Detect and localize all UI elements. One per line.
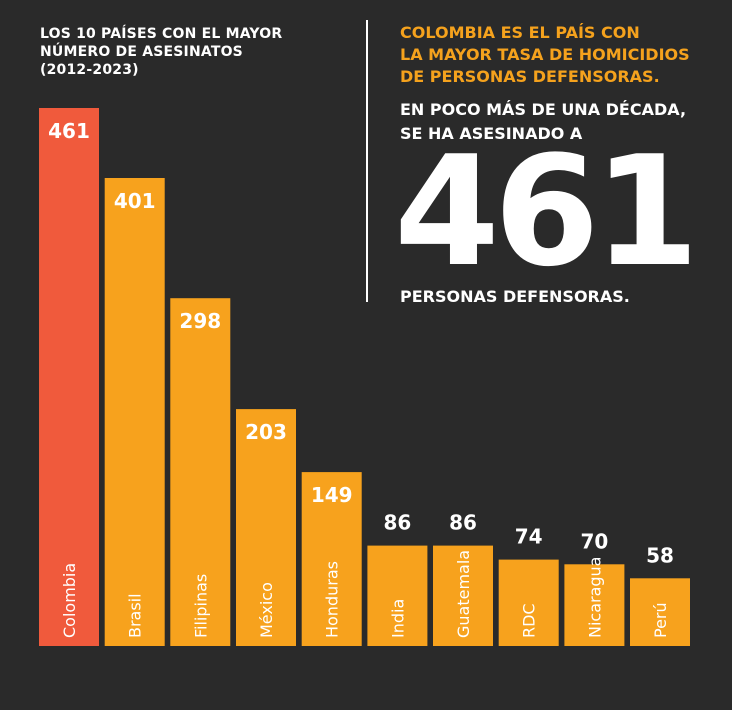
bar-value-label: 461 <box>48 119 90 143</box>
bar-colombia <box>39 108 99 646</box>
vertical-divider <box>366 20 368 302</box>
bar-value-label: 74 <box>515 525 543 549</box>
bar-perú <box>630 578 690 646</box>
big-number: 461 <box>394 123 699 300</box>
bar-méxico <box>236 409 296 646</box>
bar-india <box>367 545 428 646</box>
category-label: Perú <box>651 602 670 638</box>
category-label: México <box>257 582 276 638</box>
tail-text: PERSONAS DEFENSORAS. <box>400 287 630 306</box>
chart-title-line: LOS 10 PAÍSES CON EL MAYOR <box>40 26 283 42</box>
bar-value-label: 298 <box>179 309 221 333</box>
bar-rdc <box>498 559 559 646</box>
bar-value-label: 203 <box>245 420 287 444</box>
category-label: Filipinas <box>191 574 210 638</box>
bar-value-label: 86 <box>449 511 477 535</box>
headline: COLOMBIA ES EL PAÍS CON LA MAYOR TASA DE… <box>400 22 720 88</box>
category-label: Nicaragua <box>585 557 604 639</box>
bar-filipinas <box>170 298 231 646</box>
lead-line: EN POCO MÁS DE UNA DÉCADA, <box>400 100 687 119</box>
chart-title: LOS 10 PAÍSES CON EL MAYOR NÚMERO DE ASE… <box>40 25 340 79</box>
bar-value-label: 149 <box>311 483 353 507</box>
category-label: Honduras <box>323 561 342 638</box>
headline-line: LA MAYOR TASA DE HOMICIDIOS <box>400 45 690 64</box>
category-label: Guatemala <box>454 550 473 638</box>
bar-value-label: 86 <box>383 511 411 535</box>
chart-title-line: NÚMERO DE ASESINATOS <box>40 44 243 60</box>
category-label: Brasil <box>126 593 145 638</box>
headline-line: DE PERSONAS DEFENSORAS. <box>400 67 660 86</box>
bar-brasil <box>104 178 165 646</box>
category-label: Colombia <box>60 563 79 638</box>
bar-nicaragua <box>564 564 625 646</box>
bar-value-label: 70 <box>580 529 608 553</box>
lead-line: SE HA ASESINADO A <box>400 124 583 143</box>
category-label: RDC <box>520 603 539 638</box>
lead-text: EN POCO MÁS DE UNA DÉCADA, SE HA ASESINA… <box>400 98 720 146</box>
headline-line: COLOMBIA ES EL PAÍS CON <box>400 23 640 42</box>
category-label: India <box>388 599 407 638</box>
chart-title-line: (2012-2023) <box>40 62 139 78</box>
bar-value-label: 58 <box>646 543 674 567</box>
bar-guatemala <box>433 545 493 646</box>
bar-value-label: 401 <box>114 189 156 213</box>
bar-honduras <box>301 472 362 646</box>
